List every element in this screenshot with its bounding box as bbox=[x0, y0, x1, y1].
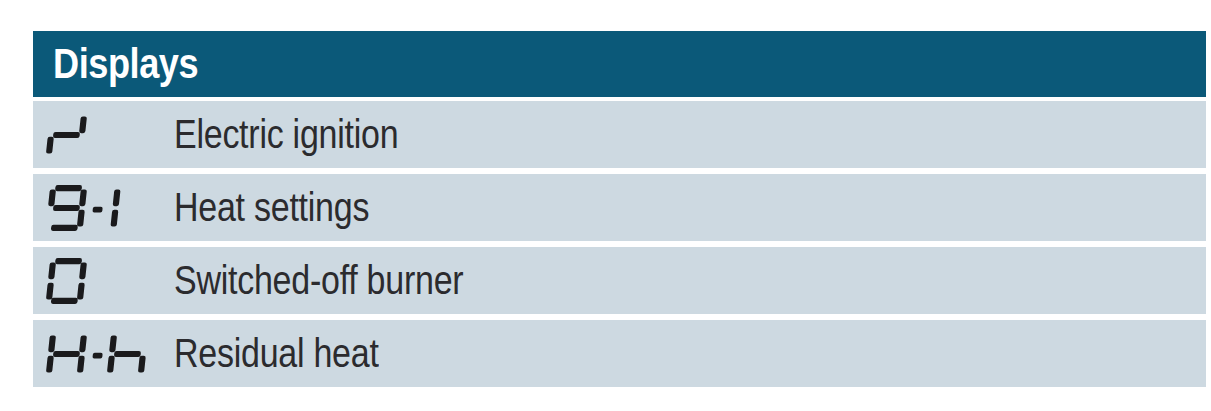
row-label: Switched-off burner bbox=[174, 258, 463, 303]
row-label: Electric ignition bbox=[174, 112, 398, 157]
displays-table: Displays Electric ignition Heat settings… bbox=[33, 31, 1206, 387]
table-row: Electric ignition bbox=[33, 101, 1206, 168]
table-header: Displays bbox=[33, 31, 1206, 97]
row-label: Heat settings bbox=[174, 185, 369, 230]
table-title: Displays bbox=[53, 40, 198, 88]
table-row: Residual heat bbox=[33, 320, 1206, 387]
electric-ignition-symbol bbox=[33, 112, 174, 158]
residual-heat-symbol bbox=[33, 331, 174, 377]
heat-settings-symbol bbox=[33, 185, 174, 231]
table-row: Switched-off burner bbox=[33, 247, 1206, 314]
switched-off-burner-symbol bbox=[33, 258, 174, 304]
row-label: Residual heat bbox=[174, 331, 379, 376]
table-row: Heat settings bbox=[33, 174, 1206, 241]
manual-page: Displays Electric ignition Heat settings… bbox=[0, 0, 1211, 411]
